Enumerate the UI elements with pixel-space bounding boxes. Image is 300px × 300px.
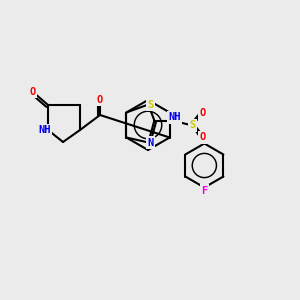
Text: NH: NH (39, 125, 51, 135)
Text: S: S (189, 121, 196, 130)
Text: NH: NH (168, 112, 181, 122)
Text: S: S (147, 100, 154, 110)
Text: O: O (199, 133, 206, 142)
Text: O: O (199, 109, 206, 118)
Text: N: N (147, 137, 154, 148)
Text: F: F (201, 185, 208, 196)
Text: O: O (30, 87, 36, 97)
Text: O: O (97, 95, 103, 105)
